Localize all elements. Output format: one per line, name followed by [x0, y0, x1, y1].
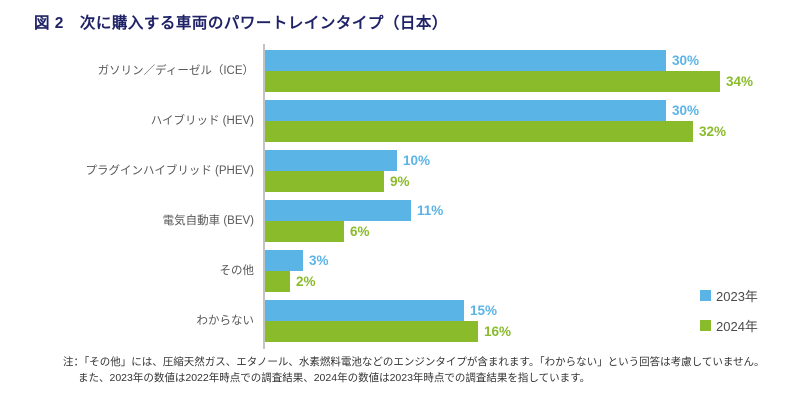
bar-group: 30% 34% [263, 50, 753, 92]
category-label: プラグインハイブリッド (PHEV) [85, 164, 254, 177]
bar-line: 6% [263, 221, 743, 242]
value-label-2023年: 30% [672, 103, 700, 118]
value-label-2023年: 3% [309, 253, 329, 268]
chart-row: プラグインハイブリッド (PHEV) 10% 9% [35, 150, 775, 192]
category-label: ガソリン／ディーゼル（ICE） [97, 64, 254, 77]
chart-row: ガソリン／ディーゼル（ICE） 30% 34% [35, 50, 775, 92]
chart-legend: 2023年 2024年 [700, 286, 758, 335]
value-label-2024年: 6% [350, 224, 370, 239]
bar-group: 11% 6% [263, 200, 743, 242]
bar-line: 9% [263, 171, 743, 192]
legend-item-2024: 2024年 [700, 316, 758, 335]
bar-2024年 [263, 271, 290, 292]
bar-line: 34% [263, 71, 753, 92]
bar-2024年 [263, 221, 344, 242]
bar-line: 15% [263, 300, 743, 321]
chart-row: わからない 15% 16% [35, 300, 775, 342]
category-label: ハイブリッド (HEV) [150, 114, 254, 127]
value-label-2023年: 11% [417, 203, 444, 218]
bar-line: 11% [263, 200, 743, 221]
bar-chart: ガソリン／ディーゼル（ICE） 30% 34% ハイブリッド (HEV) 30% 32% プ… [35, 44, 775, 350]
bar-line: 3% [263, 250, 743, 271]
chart-row: 電気自動車 (BEV) 11% 6% [35, 200, 775, 242]
footnote: 注：「その他」には、圧縮天然ガス、エタノール、水素燃料電池などのエンジンタイプが… [63, 355, 765, 387]
category-label: その他 [219, 264, 255, 277]
bar-group: 15% 16% [263, 300, 743, 342]
bar-2023年 [263, 300, 464, 321]
chart-title: 図 2 次に購入する車両のパワートレインタイプ（日本） [34, 15, 448, 32]
footnote-line-2: また、2023年の数値は2022年時点での調査結果、2024年の数値は2023年… [78, 371, 591, 384]
legend-swatch-2024 [700, 320, 711, 331]
bar-2023年 [263, 250, 303, 271]
value-label-2023年: 30% [672, 53, 700, 68]
value-label-2024年: 9% [390, 174, 410, 189]
legend-item-2023: 2023年 [700, 286, 758, 305]
value-label-2024年: 32% [699, 124, 727, 139]
chart-row: ハイブリッド (HEV) 30% 32% [35, 100, 775, 142]
category-label: わからない [196, 314, 255, 327]
bar-line: 30% [263, 100, 743, 121]
bar-2024年 [263, 321, 478, 342]
legend-label-2023: 2023年 [716, 289, 758, 304]
value-label-2023年: 15% [470, 303, 498, 318]
legend-label-2024: 2024年 [716, 319, 758, 334]
bar-2023年 [263, 100, 666, 121]
bar-2024年 [263, 121, 693, 142]
legend-swatch-2023 [700, 290, 711, 301]
value-label-2024年: 2% [296, 274, 316, 289]
chart-rows: ガソリン／ディーゼル（ICE） 30% 34% ハイブリッド (HEV) 30% 32% プ… [35, 45, 775, 342]
bar-2023年 [263, 50, 666, 71]
footnote-line-1: 注：「その他」には、圧縮天然ガス、エタノール、水素燃料電池などのエンジンタイプが… [63, 356, 765, 368]
bar-2023年 [263, 150, 397, 171]
value-label-2024年: 16% [484, 324, 512, 339]
category-label: 電気自動車 (BEV) [162, 214, 254, 227]
bar-group: 3% 2% [263, 250, 743, 292]
y-axis-line [263, 44, 265, 349]
value-label-2023年: 10% [403, 153, 431, 168]
bar-line: 10% [263, 150, 743, 171]
bar-line: 32% [263, 121, 743, 142]
chart-row: その他 3% 2% [35, 250, 775, 292]
bar-line: 2% [263, 271, 743, 292]
bar-group: 10% 9% [263, 150, 743, 192]
value-label-2024年: 34% [726, 74, 754, 89]
bar-line: 16% [263, 321, 743, 342]
bar-2024年 [263, 171, 384, 192]
bar-2023年 [263, 200, 411, 221]
bar-2024年 [263, 71, 720, 92]
bar-group: 30% 32% [263, 100, 743, 142]
bar-line: 30% [263, 50, 743, 71]
